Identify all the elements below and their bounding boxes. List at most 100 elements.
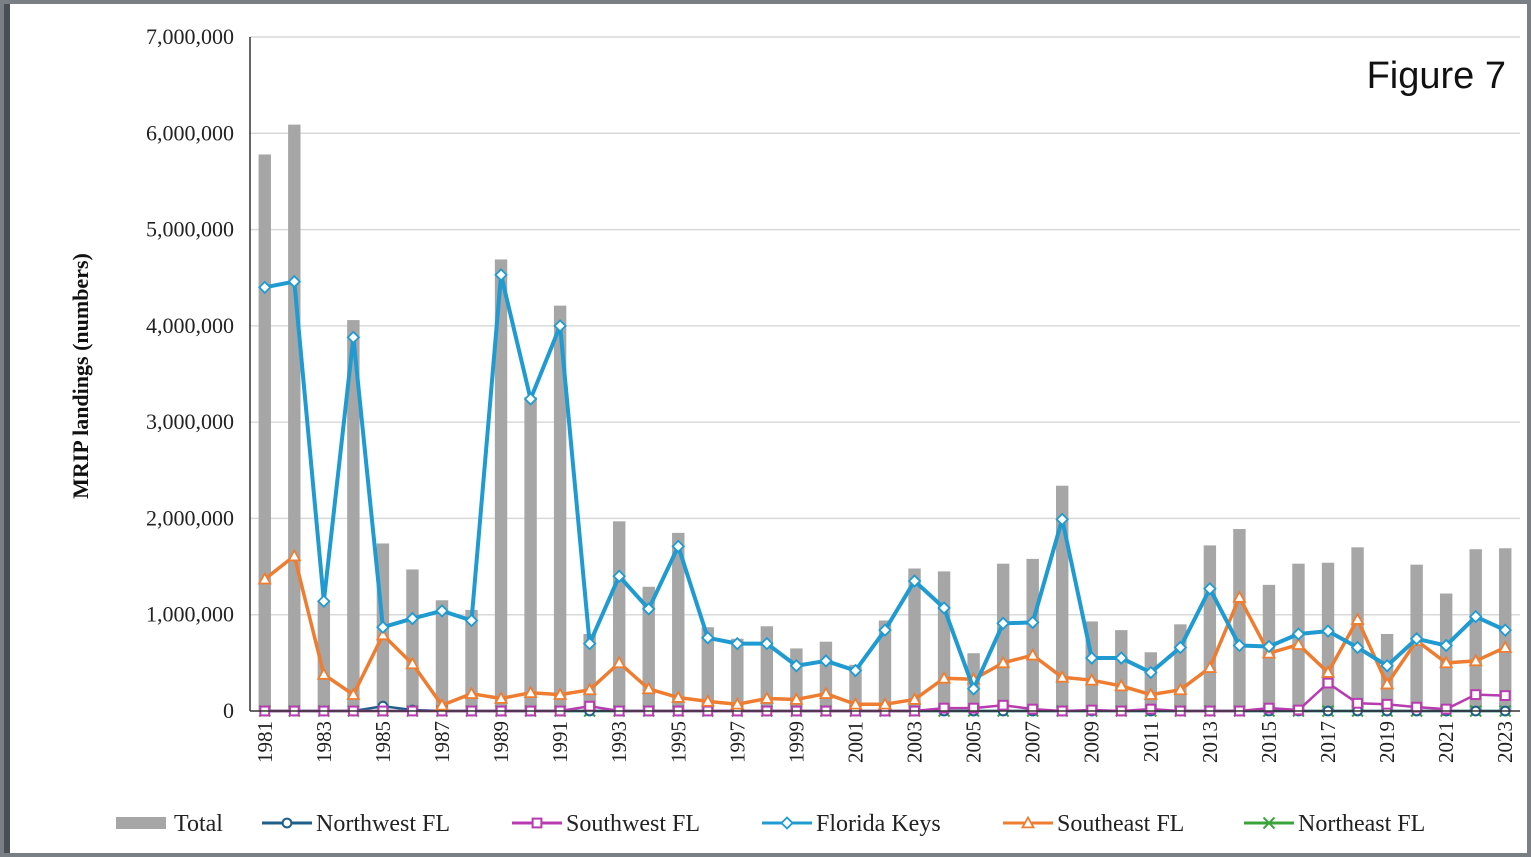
southeast-fl-point (1173, 682, 1188, 696)
southeast-fl-point (612, 655, 627, 669)
southwest-fl-point (1470, 689, 1482, 701)
southeast-fl-point (1143, 687, 1158, 700)
y-tick-label: 1,000,000 (146, 602, 234, 627)
x-tick-label: 1981 (253, 721, 277, 763)
total-bar (996, 563, 1010, 711)
florida-keys-point (1203, 581, 1217, 596)
southwest-fl-point (1322, 677, 1334, 689)
southeast-fl-point (671, 690, 686, 703)
southwest-fl-point (584, 700, 596, 712)
florida-keys-point (1321, 624, 1335, 638)
legend-label: Northwest FL (316, 811, 450, 837)
southeast-fl-point (346, 687, 361, 700)
southeast-fl-point (464, 686, 479, 699)
legend-item-northwest-fl: Northwest FL (262, 811, 450, 837)
southeast-fl-point (1380, 676, 1395, 690)
x-tick-label: 1985 (371, 721, 395, 763)
florida-keys-point (789, 658, 804, 673)
florida-keys-point (257, 280, 272, 295)
florida-keys-point (848, 663, 863, 678)
southeast-fl-point (405, 656, 420, 670)
x-tick-label: 1995 (666, 721, 690, 763)
total-bar (1144, 652, 1158, 711)
southeast-fl-point (641, 681, 656, 695)
southeast-fl-point (730, 696, 745, 710)
southeast-fl-point (434, 697, 450, 711)
legend-label: Total (174, 811, 223, 837)
florida-keys-point (287, 274, 302, 289)
total-bar (347, 320, 360, 711)
southwest-fl-point (938, 702, 950, 714)
total-bar (1026, 558, 1039, 711)
florida-keys-point (1144, 665, 1158, 680)
southwest-fl-point (1293, 704, 1304, 716)
florida-keys-point (819, 654, 833, 668)
florida-keys-point (1025, 615, 1040, 630)
legend-marker (281, 817, 293, 829)
southeast-fl-point (1025, 647, 1040, 661)
southwest-fl-point (1381, 698, 1393, 710)
florida-keys-point (317, 594, 331, 609)
southeast-fl-point (494, 691, 509, 704)
florida-keys-point (760, 636, 774, 651)
florida-keys-point (1084, 651, 1099, 665)
legend-label: Southeast FL (1057, 811, 1184, 837)
figure-label: Figure 7 (1367, 55, 1506, 97)
x-tick-label: 2001 (843, 721, 867, 763)
total-bar (908, 568, 921, 711)
total-bar (1203, 545, 1217, 711)
legend: Total Northwest FL Southwest FL Florida Key… (116, 811, 1425, 837)
southeast-fl-point (1468, 653, 1483, 667)
legend-item-florida-keys: Florida Keys (762, 811, 941, 837)
florida-keys-point (1262, 639, 1276, 654)
x-tick-label: 1983 (312, 721, 336, 763)
southwest-fl-point (1027, 703, 1039, 715)
x-tick-label: 2011 (1139, 721, 1163, 762)
florida-keys-point (641, 602, 656, 616)
florida-keys-point (612, 569, 626, 583)
florida-keys-point (671, 539, 686, 554)
legend-marker (1262, 816, 1276, 830)
y-tick-label: 7,000,000 (146, 24, 234, 49)
florida-keys-point (1232, 638, 1247, 653)
x-tick-label: 2017 (1316, 721, 1340, 763)
florida-keys-point (582, 636, 597, 651)
total-bar (317, 600, 331, 711)
y-tick-label: 3,000,000 (146, 409, 234, 434)
x-tick-label: 2009 (1080, 721, 1104, 763)
florida-keys-point (1468, 609, 1483, 624)
southwest-fl-point (968, 702, 980, 714)
total-bar (288, 124, 301, 712)
southeast-fl-point (582, 682, 597, 696)
legend-swatch (116, 817, 166, 829)
southeast-fl-point (1232, 590, 1247, 603)
southeast-fl-point (1498, 640, 1513, 653)
x-tick-label: 2005 (962, 721, 986, 763)
x-tick-label: 1989 (489, 721, 513, 763)
southeast-fl-point (818, 686, 833, 699)
total-bar (435, 600, 449, 711)
total-bar (672, 532, 685, 711)
southeast-fl-point (1439, 655, 1454, 669)
florida-keys-point (405, 611, 420, 626)
x-tick-label: 2003 (903, 721, 927, 763)
southeast-fl-point (907, 692, 922, 705)
axes: 0 1,000,000 2,000,000 3,000,000 4,000,000 5,0… (146, 24, 1520, 763)
southeast-fl-point (937, 670, 952, 684)
southeast-fl-point (996, 655, 1011, 669)
legend-marker (1020, 815, 1036, 829)
southeast-fl-point (1350, 612, 1365, 625)
legend-label: Northeast FL (1298, 811, 1425, 837)
legend-item-southeast-fl: Southeast FL (1003, 811, 1184, 837)
y-tick-label: 0 (223, 698, 234, 723)
florida-keys-point (701, 631, 715, 645)
florida-keys-point (907, 574, 922, 588)
total-bar (258, 154, 271, 711)
figure-frame: 0 1,000,000 2,000,000 3,000,000 4,000,000 5,0… (4, 4, 1527, 853)
southwest-fl-point (1411, 701, 1423, 713)
total-bar (465, 609, 478, 711)
florida-keys-point (1350, 640, 1365, 655)
florida-keys-point (523, 392, 538, 406)
x-tick-label: 1987 (430, 721, 454, 763)
southeast-fl-point (1055, 669, 1070, 683)
